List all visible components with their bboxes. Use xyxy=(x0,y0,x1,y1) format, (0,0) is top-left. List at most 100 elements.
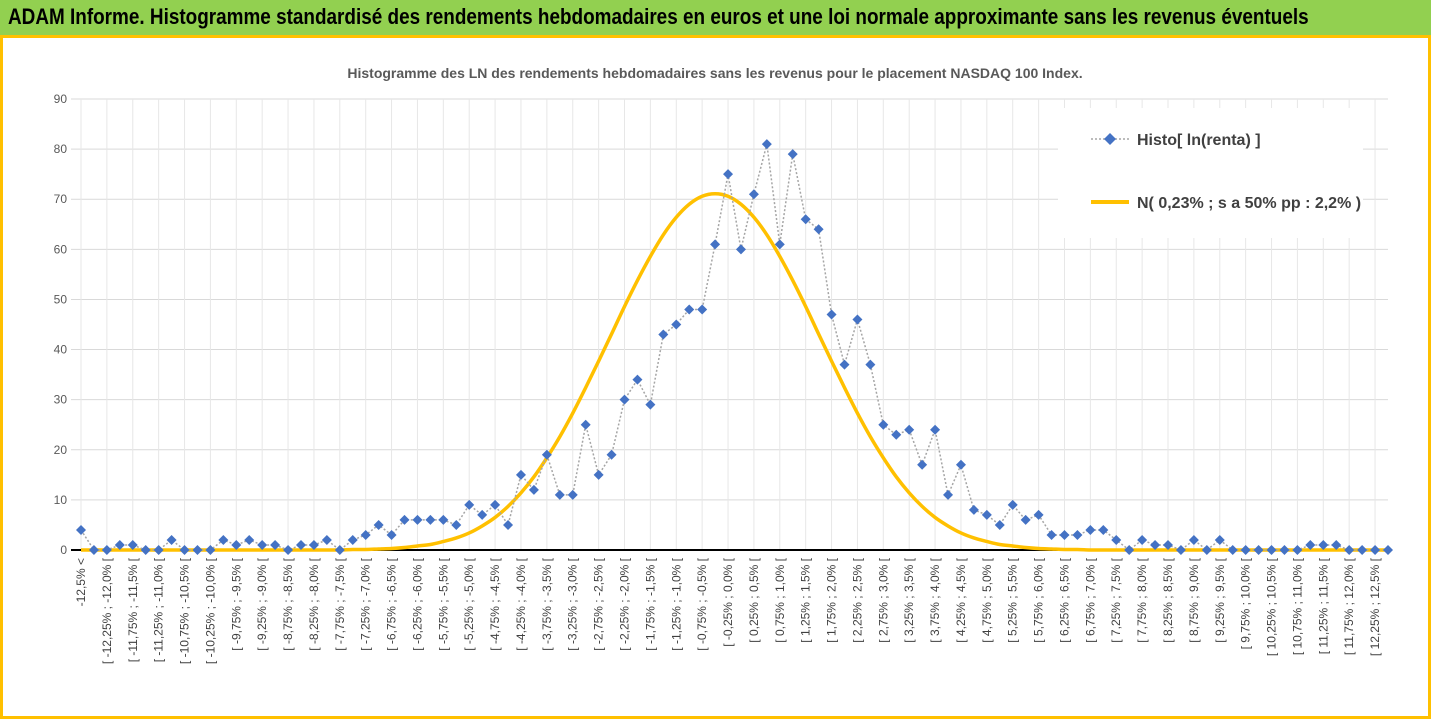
histo-point xyxy=(981,509,992,520)
histo-point xyxy=(166,534,177,545)
y-tick-label: 20 xyxy=(54,443,68,457)
x-tick-label: [ 7,25% ; 7,5% [ xyxy=(1109,557,1123,642)
x-tick-label: [ -11,25% ; -11,0% [ xyxy=(152,557,166,662)
x-tick-label: [ 1,25% ; 1,5% [ xyxy=(799,557,813,642)
histo-point xyxy=(1085,524,1096,535)
histo-point xyxy=(710,239,721,250)
histo-point xyxy=(774,239,785,250)
x-tick-label: [ 12,25% ; 12,5% [ xyxy=(1368,557,1382,656)
histo-point xyxy=(878,419,889,430)
histo-point xyxy=(1020,514,1031,525)
x-tick-label: [ -2,75% ; -2,5% [ xyxy=(592,557,606,650)
histo-point xyxy=(153,545,164,555)
histo-point xyxy=(697,304,708,315)
histo-point xyxy=(968,504,979,515)
histo-point xyxy=(1214,534,1225,545)
y-tick-label: 90 xyxy=(54,92,68,106)
histo-point xyxy=(723,169,734,180)
x-tick-label: [ 9,75% ; 10,0% [ xyxy=(1239,557,1253,649)
histo-point xyxy=(1007,499,1018,510)
histo-point xyxy=(373,519,384,530)
x-tick-label: [ -0,75% ; -0,5% [ xyxy=(695,557,709,650)
histo-point xyxy=(1240,545,1251,555)
histogram-chart: Histogramme des LN des rendements hebdom… xyxy=(54,65,1393,664)
histo-point xyxy=(114,539,125,550)
histo-point xyxy=(684,304,695,315)
histo-point xyxy=(1150,539,1161,550)
histo-point xyxy=(839,359,850,370)
histo-point xyxy=(192,545,203,555)
y-tick-label: 40 xyxy=(54,343,68,357)
histo-point xyxy=(283,545,294,555)
histo-point xyxy=(1124,545,1135,555)
x-tick-label: [ 4,25% ; 4,5% [ xyxy=(954,557,968,642)
x-tick-label: [ -8,75% ; -8,5% [ xyxy=(281,557,295,650)
histo-point xyxy=(658,329,669,340)
x-tick-label: [ -5,25% ; -5,0% [ xyxy=(462,557,476,650)
legend-box xyxy=(1058,108,1363,238)
y-tick-label: 10 xyxy=(54,493,68,507)
histo-point xyxy=(943,489,954,500)
histo-point xyxy=(231,539,242,550)
x-tick-label: [ -3,25% ; -3,0% [ xyxy=(566,557,580,650)
x-tick-label: [ 5,25% ; 5,5% [ xyxy=(1006,557,1020,642)
histo-point xyxy=(205,545,216,555)
histo-point xyxy=(891,429,902,440)
histo-point xyxy=(1318,539,1329,550)
histo-point xyxy=(735,244,746,255)
normal-curve-line xyxy=(80,191,1388,552)
chart-frame: Histogramme des LN des rendements hebdom… xyxy=(0,38,1431,719)
histo-point xyxy=(386,529,397,540)
histo-point xyxy=(1227,545,1238,555)
x-tick-label: [ -6,75% ; -6,5% [ xyxy=(385,557,399,650)
histo-point xyxy=(347,534,358,545)
histo-point xyxy=(503,519,514,530)
histo-point xyxy=(567,489,578,500)
histo-point xyxy=(800,214,811,225)
histo-point xyxy=(334,545,345,555)
x-tick-label: [ 6,25% ; 6,5% [ xyxy=(1057,557,1071,642)
x-tick-label: [ -2,25% ; -2,0% [ xyxy=(618,557,632,650)
histo-point xyxy=(904,424,915,435)
x-tick-label: [ 4,75% ; 5,0% [ xyxy=(980,557,994,642)
histo-point xyxy=(1331,539,1342,550)
histo-point xyxy=(813,224,824,235)
histo-point xyxy=(218,534,229,545)
histo-point xyxy=(295,539,306,550)
x-tick-label: [ 2,25% ; 2,5% [ xyxy=(850,557,864,642)
histo-point xyxy=(930,424,941,435)
x-tick-label: [ -10,75% ; -10,5% [ xyxy=(178,557,192,664)
y-tick-label: 30 xyxy=(54,393,68,407)
histo-point xyxy=(244,534,255,545)
x-tick-label: [ -1,75% ; -1,5% [ xyxy=(643,557,657,650)
histo-point xyxy=(1175,545,1186,555)
x-tick-label: [ 3,75% ; 4,0% [ xyxy=(928,557,942,642)
histo-series xyxy=(76,139,1393,555)
x-tick-label: [ 8,25% ; 8,5% [ xyxy=(1161,557,1175,642)
histo-point xyxy=(412,514,423,525)
x-axis: -12,5% < [ -12,25% ; -12,0% [[ -11,75% ; … xyxy=(74,557,1382,664)
histo-point xyxy=(1059,529,1070,540)
histo-point xyxy=(1266,545,1277,555)
histo-point xyxy=(438,514,449,525)
x-tick-label: [ -9,75% ; -9,5% [ xyxy=(229,557,243,650)
histo-point xyxy=(528,484,539,495)
histo-point xyxy=(257,539,268,550)
histo-point xyxy=(593,469,604,480)
x-tick-label: [ -0,25% ; 0,0% [ xyxy=(721,557,735,646)
legend: Histo[ ln(renta) ] N( 0,23% ; s a 50% pp… xyxy=(1058,108,1363,238)
histo-point xyxy=(1201,545,1212,555)
histo-point xyxy=(826,309,837,320)
x-tick-label: [ -7,25% ; -7,0% [ xyxy=(359,557,373,650)
histo-point xyxy=(477,509,488,520)
histo-point xyxy=(619,394,630,405)
histo-point xyxy=(1370,545,1381,555)
histo-point xyxy=(399,514,410,525)
x-tick-label: [ -4,25% ; -4,0% [ xyxy=(514,557,528,650)
x-tick-label: [ -4,75% ; -4,5% [ xyxy=(488,557,502,650)
y-tick-label: 50 xyxy=(54,292,68,306)
histo-point xyxy=(1188,534,1199,545)
y-tick-label: 70 xyxy=(54,192,68,206)
histo-point xyxy=(101,545,112,555)
x-tick-label: [ 11,75% ; 12,0% [ xyxy=(1342,557,1356,655)
